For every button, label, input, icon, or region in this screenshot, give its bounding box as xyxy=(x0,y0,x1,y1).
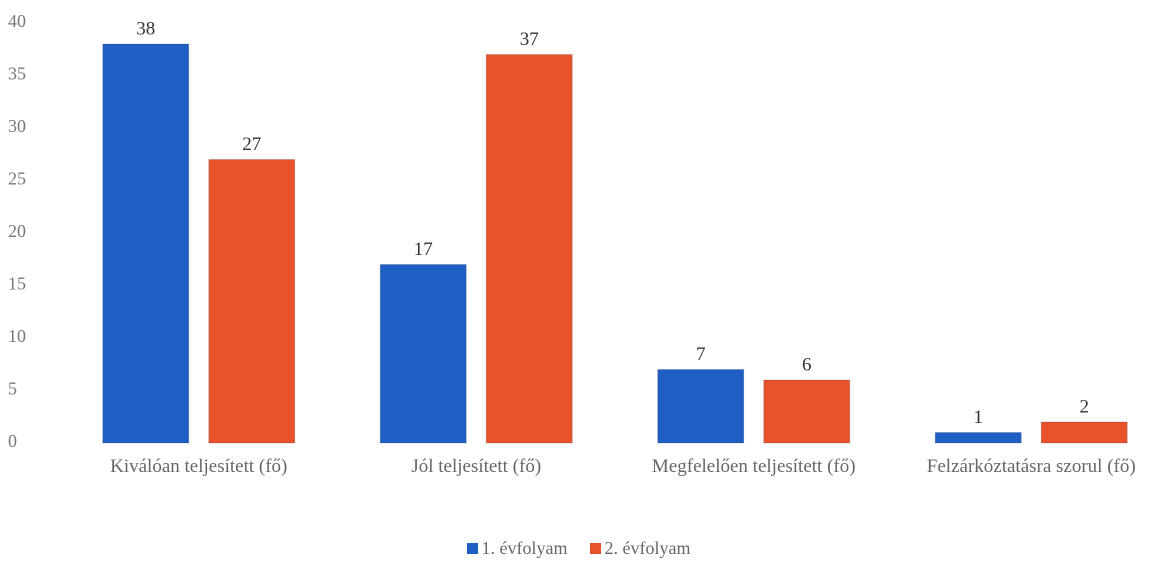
bar xyxy=(657,369,745,444)
y-tick-label: 15 xyxy=(8,274,26,294)
y-tick-label: 40 xyxy=(8,11,26,31)
bar xyxy=(763,379,851,444)
legend: 1. évfolyam 2. évfolyam xyxy=(0,538,1157,559)
bar xyxy=(102,43,190,444)
value-label: 2 xyxy=(1080,396,1090,417)
bar xyxy=(485,54,573,444)
value-label: 7 xyxy=(696,344,706,365)
value-label: 17 xyxy=(414,239,433,260)
x-tick-label: Megfelelően teljesített (fő) xyxy=(651,456,856,477)
bar xyxy=(934,432,1022,444)
y-tick-label: 5 xyxy=(8,379,17,399)
legend-item: 2. évfolyam xyxy=(589,538,691,559)
x-tick-label: Felzárkóztatásra szorul (fő) xyxy=(926,456,1136,477)
x-tick-label: Jól teljesített (fő) xyxy=(411,456,542,477)
legend-item: 1. évfolyam xyxy=(466,538,568,559)
y-tick-label: 10 xyxy=(8,326,26,346)
value-label: 27 xyxy=(242,134,261,155)
y-tick-label: 30 xyxy=(8,116,26,136)
value-label: 37 xyxy=(520,29,539,50)
y-tick-label: 0 xyxy=(8,431,17,451)
legend-label: 2. évfolyam xyxy=(604,538,691,558)
y-tick-label: 20 xyxy=(8,221,26,241)
legend-swatch xyxy=(466,543,478,554)
y-tick-label: 25 xyxy=(8,169,26,189)
x-tick-label: Kiválóan teljesített (fő) xyxy=(110,456,288,477)
value-label: 1 xyxy=(974,407,984,428)
bar xyxy=(379,264,467,444)
y-tick-label: 35 xyxy=(8,64,26,84)
legend-swatch xyxy=(589,543,601,554)
value-label: 6 xyxy=(802,354,812,375)
value-label: 38 xyxy=(136,18,155,39)
legend-label: 1. évfolyam xyxy=(481,538,568,558)
bar xyxy=(1040,421,1128,444)
bar xyxy=(208,159,296,444)
